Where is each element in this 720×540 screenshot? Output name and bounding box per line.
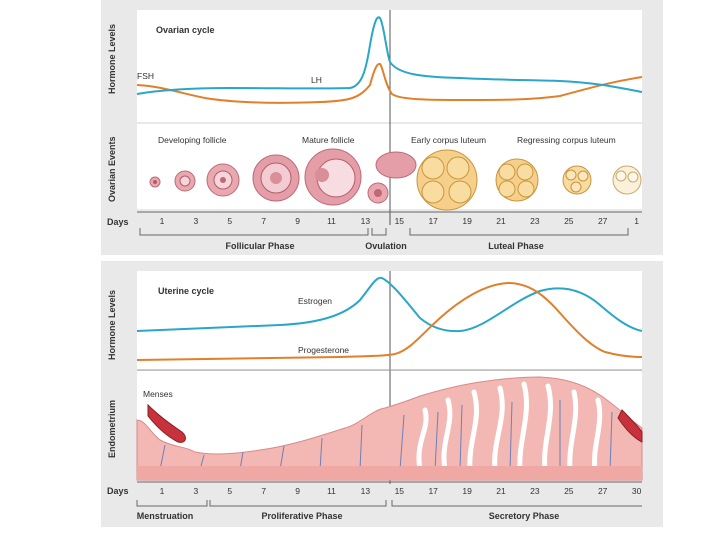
blood-vessels [159, 400, 613, 471]
corpus-albicans [612, 165, 642, 195]
day-tick: 15 [394, 486, 405, 496]
day-tick: 19 [462, 216, 472, 226]
day-tick: 3 [193, 486, 199, 496]
estrogen-label: Estrogen [298, 296, 333, 306]
day-tick: 9 [295, 216, 300, 226]
progesterone-curve [136, 281, 643, 361]
day-tick: 1 [159, 216, 165, 226]
day-tick: 25 [564, 216, 574, 226]
uterine-cycle-title: Uterine cycle [158, 286, 215, 296]
day-tick: 7 [261, 486, 267, 496]
day-tick: 13 [360, 216, 371, 226]
ruptured-follicle [367, 151, 417, 204]
follicular-phase-bracket [139, 228, 369, 236]
day-tick: 5 [227, 216, 233, 226]
day-tick: 17 [428, 216, 438, 226]
follicle-2 [174, 170, 196, 192]
menses-clot-left [147, 403, 186, 443]
day-tick: 1 [159, 486, 165, 496]
follicle-4 [252, 154, 300, 202]
ovulation-bracket [371, 228, 387, 236]
uterine-days-label: Days [107, 486, 129, 496]
day-tick: 21 [496, 216, 506, 226]
endometrium-basal-layer [137, 466, 642, 480]
day-tick: 3 [193, 216, 199, 226]
secretory-phase-label: Secretory Phase [488, 511, 560, 521]
fsh-curve [136, 62, 643, 104]
luteal-phase-label: Luteal Phase [488, 241, 544, 251]
fsh-label: FSH [137, 71, 154, 81]
early-corpus-luteum-label: Early corpus luteum [411, 135, 487, 145]
day-tick: 17 [428, 486, 438, 496]
day-tick: 21 [496, 486, 506, 496]
estrogen-curve [136, 276, 643, 333]
day-tick: 13 [360, 486, 371, 496]
ovarian-days-label: Days [107, 217, 129, 227]
menses-clot-right [617, 409, 643, 443]
day-tick: 5 [227, 486, 233, 496]
mature-follicle [304, 148, 362, 206]
endometrium-tissue [136, 376, 643, 481]
ovarian-cycle-title: Ovarian cycle [156, 25, 215, 35]
regressing-corpus-luteum-label: Regressing corpus luteum [517, 135, 616, 145]
day-tick: 7 [261, 216, 267, 226]
ovulation-label: Ovulation [365, 241, 407, 251]
menses-label: Menses [143, 389, 173, 399]
endometrium-glands [416, 381, 603, 473]
lh-curve [136, 16, 643, 95]
follicular-phase-label: Follicular Phase [225, 241, 295, 251]
corpus-luteum-3 [562, 165, 592, 195]
mature-follicle-label: Mature follicle [302, 135, 355, 145]
follicle-3 [206, 163, 240, 197]
developing-follicle-label: Developing follicle [158, 135, 227, 145]
proliferative-phase-label: Proliferative Phase [261, 511, 343, 521]
day-tick: 23 [530, 216, 540, 226]
corpus-luteum-2 [495, 158, 539, 202]
day-tick: 27 [597, 486, 608, 496]
day-tick: 11 [327, 486, 336, 496]
menstruation-label: Menstruation [136, 511, 194, 521]
lh-label: LH [311, 75, 322, 85]
proliferative-phase-bracket [209, 500, 387, 507]
luteal-phase-bracket [409, 228, 629, 236]
day-tick: 23 [530, 486, 540, 496]
day-tick: 1 [634, 216, 639, 226]
progesterone-label: Progesterone [298, 345, 350, 355]
menstruation-bracket [136, 500, 208, 507]
secretory-phase-bracket [391, 500, 642, 507]
follicle-1 [149, 176, 161, 188]
day-tick: 25 [564, 486, 574, 496]
day-tick: 30 [631, 486, 642, 496]
day-tick: 19 [462, 486, 472, 496]
day-tick: 9 [295, 486, 300, 496]
day-tick: 11 [327, 216, 336, 226]
day-tick: 15 [394, 216, 405, 226]
corpus-luteum-1 [416, 149, 478, 211]
day-tick: 27 [597, 216, 608, 226]
